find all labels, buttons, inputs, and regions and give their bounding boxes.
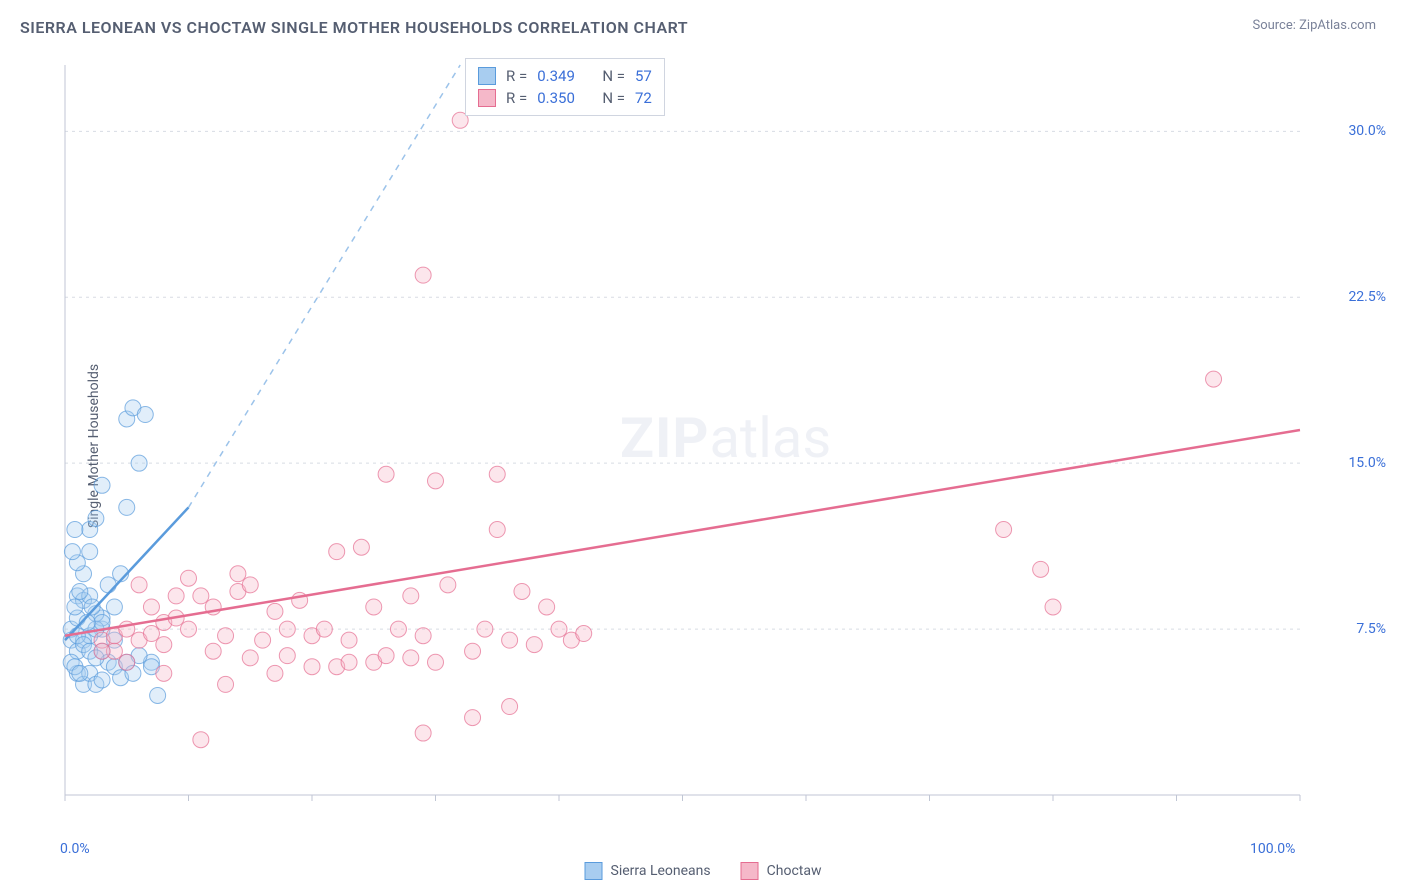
plot-area: ZIPatlas <box>60 55 1360 825</box>
source-label: Source: ZipAtlas.com <box>1252 18 1376 33</box>
scatter-plot-svg <box>60 55 1360 825</box>
stats-legend: R = 0.349 N = 57 R = 0.350 N = 72 <box>465 58 665 116</box>
legend-label: Choctaw <box>767 863 822 879</box>
y-tick-label: 22.5% <box>1348 289 1386 305</box>
chart-title: SIERRA LEONEAN VS CHOCTAW SINGLE MOTHER … <box>20 18 688 37</box>
swatch-icon <box>585 862 603 880</box>
n-value: 72 <box>635 89 652 107</box>
legend-item: Choctaw <box>741 862 822 880</box>
chart-container: SIERRA LEONEAN VS CHOCTAW SINGLE MOTHER … <box>0 0 1406 892</box>
r-value: 0.349 <box>537 67 575 85</box>
r-label: R = <box>506 67 527 85</box>
stats-legend-row: R = 0.349 N = 57 <box>478 65 652 87</box>
n-value: 57 <box>635 67 652 85</box>
stats-legend-row: R = 0.350 N = 72 <box>478 87 652 109</box>
r-label: R = <box>506 89 527 107</box>
swatch-icon <box>741 862 759 880</box>
y-tick-label: 15.0% <box>1348 455 1386 471</box>
legend-item: Sierra Leoneans <box>585 862 711 880</box>
y-tick-label: 30.0% <box>1348 123 1386 139</box>
y-tick-label: 7.5% <box>1356 621 1386 637</box>
r-value: 0.350 <box>537 89 575 107</box>
swatch-icon <box>478 67 496 85</box>
x-tick-label: 100.0% <box>1250 841 1295 857</box>
bottom-legend: Sierra Leoneans Choctaw <box>585 862 822 880</box>
n-label: N = <box>602 89 625 107</box>
legend-label: Sierra Leoneans <box>611 863 711 879</box>
x-tick-label: 0.0% <box>60 841 90 857</box>
swatch-icon <box>478 89 496 107</box>
n-label: N = <box>602 67 625 85</box>
